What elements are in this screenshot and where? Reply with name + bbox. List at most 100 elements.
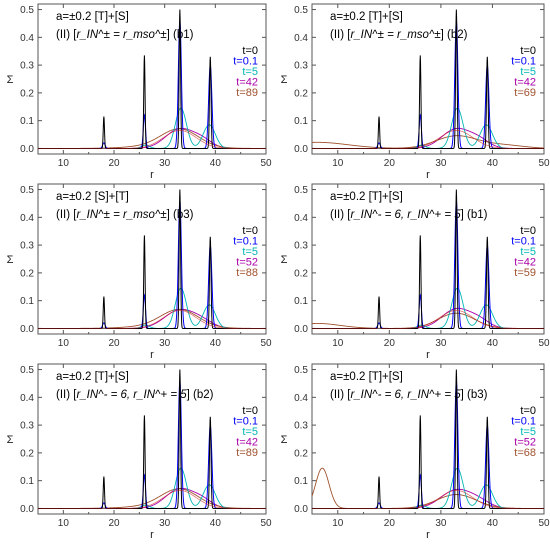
x-tick-label: 40: [210, 518, 222, 529]
y-tick-label: 0.2: [20, 448, 34, 459]
legend-entry: t=42: [514, 77, 536, 89]
annotation-suffix: ] (b1): [461, 209, 488, 221]
legend-entry: t=68: [514, 447, 536, 459]
series-line-t-5: [312, 287, 544, 329]
chart-panel-3: 10 20 30 40 50 0.0 0.1 0.2 0.3 0.4 0.5 r Σa=±0.2 [S]…: [7, 183, 272, 361]
series-line-t-59: [311, 312, 544, 329]
legend-entry: t=5: [242, 246, 258, 258]
x-tick-label: 10: [332, 518, 344, 529]
y-tick-label: 0.5: [20, 5, 34, 16]
x-axis-label: r: [150, 529, 154, 541]
x-tick-label: 10: [332, 158, 344, 169]
y-tick-label: 0.2: [294, 88, 308, 99]
legend-entry: t=89: [236, 447, 258, 459]
y-tick-label: 0.0: [294, 504, 308, 515]
legend-entry: t=59: [514, 267, 536, 279]
x-tick-label: 40: [210, 338, 222, 349]
legend-entry: t=52: [236, 257, 258, 269]
legend-entry: t=0.1: [233, 56, 258, 68]
annotation-suffix: ] (b1): [167, 29, 194, 41]
annotation-prefix: (II) [: [56, 29, 77, 41]
panel-annotation-line1: a=±0.2 [T]+[S]: [56, 371, 129, 383]
y-tick-label: 0.0: [294, 144, 308, 155]
panel-annotation-line1: a=±0.2 [T]+[S]: [330, 11, 403, 23]
annotation-body: r_IN^- = 6, r_IN^+ = 5: [350, 389, 461, 401]
plot-frame: [311, 183, 545, 335]
x-tick-label: 10: [58, 338, 70, 349]
series-line-red-overlay: [312, 130, 544, 149]
panel-annotation-line1: a=±0.2 [T]+[S]: [330, 371, 403, 383]
x-tick-label: 50: [260, 338, 272, 349]
series-line-t-42: [38, 487, 266, 509]
x-tick-label: 50: [538, 158, 550, 169]
legend-entry: t=69: [514, 87, 536, 99]
x-tick-label: 20: [108, 158, 120, 169]
chart-panel-5: 10 20 30 40 50 0.0 0.1 0.2 0.3 0.4 0.5 r Σa=±0.2 [T]…: [7, 363, 272, 541]
y-axis-label: Σ: [7, 254, 14, 266]
legend-entry: t=0: [242, 45, 258, 57]
series-line-red-overlay: [312, 490, 544, 509]
panel-annotation-line2: (II) [r_IN^- = 6, r_IN^+ = 5] (b1): [330, 209, 488, 221]
panel-annotation-line1: a=±0.2 [T]+[S]: [330, 191, 403, 203]
legend-entry: t=88: [236, 267, 258, 279]
y-tick-label: 0.4: [294, 33, 308, 44]
panel-annotation-line2: (II) [r_IN^- = 6, r_IN^+ = 5] (b2): [56, 389, 214, 401]
y-tick-label: 0.2: [20, 268, 34, 279]
legend-entry: t=5: [242, 426, 258, 438]
annotation-prefix: (II) [: [330, 209, 351, 221]
y-tick-label: 0.4: [294, 393, 308, 404]
x-tick-label: 20: [384, 158, 396, 169]
y-axis-label: Σ: [7, 74, 14, 86]
series-line-red-overlay: [38, 310, 266, 329]
annotation-suffix: ] (b2): [441, 29, 468, 41]
series-line-t-52: [38, 308, 266, 329]
series-line-t-52: [312, 488, 544, 509]
series-line-red-overlay: [38, 130, 266, 149]
legend-entry: t=0.1: [511, 236, 536, 248]
panel-annotation-line2: (II) [r_IN^- = 6, r_IN^+ = 5] (b3): [330, 389, 488, 401]
y-axis-label: Σ: [281, 254, 288, 266]
series-line-t-68: [311, 467, 544, 509]
y-tick-label: 0.4: [294, 213, 308, 224]
y-tick-label: 0.0: [20, 504, 34, 515]
x-tick-label: 40: [487, 158, 499, 169]
legend-entry: t=42: [236, 437, 258, 449]
y-tick-label: 0.4: [20, 33, 34, 44]
series-line-red-overlay: [38, 490, 266, 509]
x-tick-label: 10: [58, 158, 70, 169]
x-axis-label: r: [150, 169, 154, 181]
annotation-body: r_IN^± = r_mso^±: [350, 29, 440, 41]
x-tick-label: 40: [487, 518, 499, 529]
y-tick-label: 0.0: [20, 324, 34, 335]
y-tick-label: 0.2: [294, 268, 308, 279]
annotation-suffix: ] (b3): [167, 209, 194, 221]
y-axis-label: Σ: [7, 434, 14, 446]
legend-entry: t=0.1: [511, 56, 536, 68]
x-tick-label: 30: [159, 158, 171, 169]
y-tick-label: 0.3: [20, 241, 34, 252]
x-tick-label: 50: [260, 518, 272, 529]
y-tick-label: 0.1: [20, 476, 34, 487]
x-tick-label: 30: [435, 158, 447, 169]
series-line-t-42: [312, 127, 544, 149]
x-tick-label: 10: [58, 518, 70, 529]
y-tick-label: 0.5: [20, 185, 34, 196]
x-tick-label: 20: [108, 518, 120, 529]
y-tick-label: 0.5: [294, 5, 308, 16]
y-tick-label: 0.3: [294, 61, 308, 72]
series-line-red-overlay: [312, 310, 544, 329]
series-line-t-5: [38, 287, 266, 329]
x-tick-label: 30: [159, 518, 171, 529]
panel-annotation-line1: a=±0.2 [T]+[S]: [56, 11, 129, 23]
x-tick-label: 30: [435, 518, 447, 529]
annotation-body: r_IN^± = r_mso^±: [76, 209, 166, 221]
legend-entry: t=5: [520, 426, 536, 438]
x-tick-label: 50: [260, 158, 272, 169]
annotation-suffix: ] (b2): [187, 389, 214, 401]
plot-frame: [311, 363, 545, 515]
x-axis-label: r: [426, 529, 430, 541]
y-tick-label: 0.0: [294, 324, 308, 335]
annotation-body: r_IN^± = r_mso^±: [76, 29, 166, 41]
y-tick-label: 0.5: [294, 365, 308, 376]
